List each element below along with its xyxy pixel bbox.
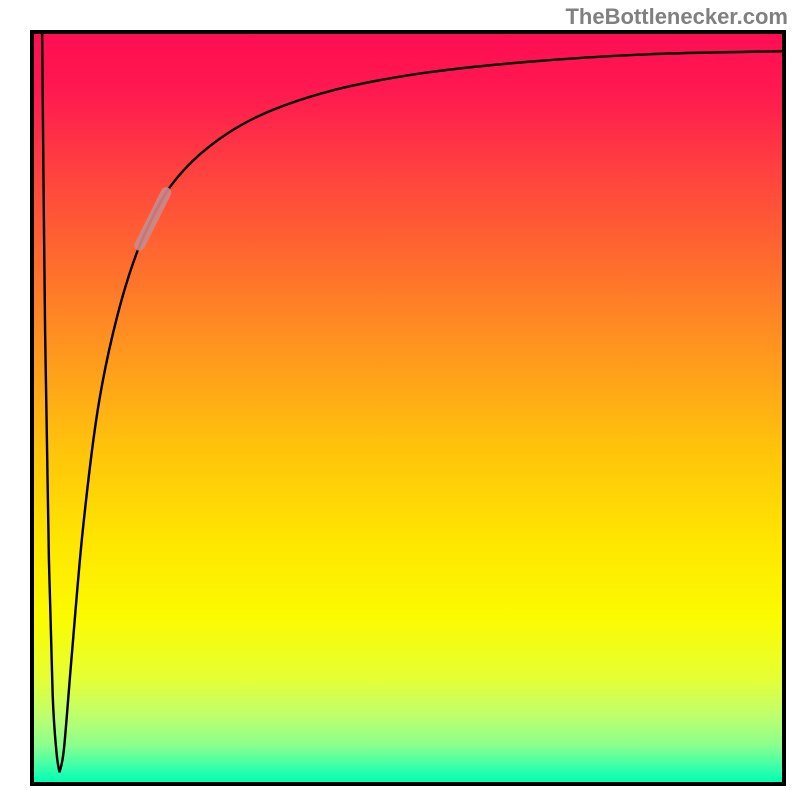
- curve-right-branch-a: [59, 193, 166, 773]
- curve-svg: [30, 30, 786, 786]
- plot-area: [30, 30, 786, 786]
- curve-right-branch-b: [140, 51, 786, 245]
- chart-container: TheBottlenecker.com: [0, 0, 800, 800]
- curve-highlight-segment: [140, 193, 166, 246]
- curve-left-branch: [42, 30, 59, 772]
- watermark-label: TheBottlenecker.com: [565, 4, 788, 30]
